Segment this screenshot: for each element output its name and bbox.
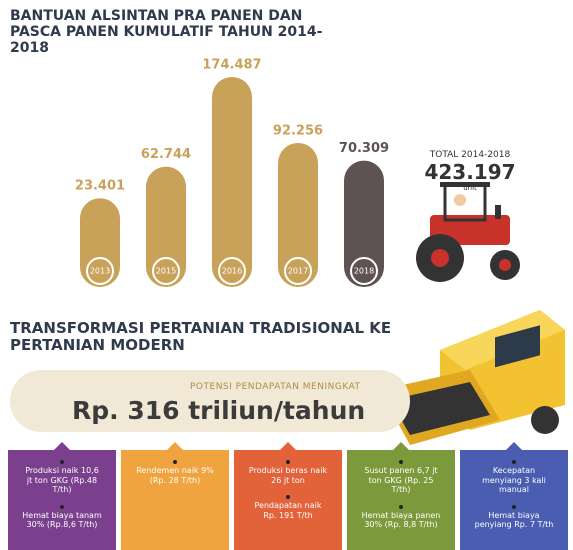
value-label: 23.401 [75,179,125,194]
total-label: TOTAL 2014-2018 [429,150,511,160]
bar [146,166,186,287]
bullet [512,504,516,509]
bullet [60,460,64,464]
benefit-box: Produksi beras naik 26 jt ton Pendapatan … [234,442,342,550]
benefit-text: Pendapatan naik Rp. 191 T/th [254,501,322,520]
income-banner: POTENSI PENDAPATAN MENINGKAT Rp. 316 tri… [10,370,410,432]
box-arrow [393,442,409,450]
benefit-text: Kecepatan menyiang 3 kali manual [482,466,546,495]
x-tick-label: 2018 [354,267,374,276]
bullet [399,460,403,464]
benefit-text: Hemat biaya penyiang Rp. 7 T/th [474,510,554,530]
bullet [286,460,290,464]
benefit-box: Rendemen naik 9% (Rp. 28 T/th) [121,442,229,550]
bar [278,142,318,287]
tractor-illustration [416,182,520,282]
banner-value: Rp. 316 triliun/tahun [72,396,366,425]
box-arrow [280,442,296,450]
value-label: 174.487 [202,58,261,73]
benefit-text: Produksi beras naik 26 jt ton [248,466,328,485]
benefit-text: Hemat biaya tanam 30% (Rp.8,6 T/th) [22,510,102,530]
x-tick-label: 2016 [222,267,242,276]
bullet [60,504,64,509]
year-badge [284,257,312,285]
value-label: 62.744 [141,147,191,162]
chart: 23.401 2013 62.744 2015 174.487 2016 92.256 201… [75,58,520,287]
box-arrow [167,442,183,450]
benefit-text: Hemat biaya panen 30% (Rp. 8,8 T/th) [361,510,441,530]
bullet [286,495,290,500]
year-badge [350,257,378,285]
x-tick-label: 2017 [288,267,308,276]
banner-label: POTENSI PENDAPATAN MENINGKAT [190,382,361,392]
benefit-box: Susut panen 6,7 jt ton GKG (Rp. 25 T/th)… [347,442,455,550]
x-tick-label: 2013 [90,267,110,276]
benefit-text: Susut panen 6,7 jt ton GKG (Rp. 25 T/th) [364,466,438,495]
value-label: 70.309 [339,141,389,156]
benefit-box: Produksi naik 10,6 jt ton GKG (Rp.48 T/t… [8,442,116,550]
section-title: TRANSFORMASI PERTANIAN TRADISIONAL KE PE… [10,319,392,355]
box-arrow [506,442,522,450]
bullet [399,504,403,509]
box-arrow [54,442,70,450]
chart-title: BANTUAN ALSINTAN PRA PANEN DAN PASCA PAN… [10,8,323,57]
total-unit: unit [463,184,477,192]
total-value: 423.197 [424,160,516,184]
benefit-box: Kecepatan menyiang 3 kali manual Hemat bi… [460,442,568,550]
value-label: 92.256 [273,123,323,138]
benefit-text: Produksi naik 10,6 jt ton GKG (Rp.48 T/t… [25,466,99,495]
year-badge [152,257,180,285]
bar [212,77,252,287]
benefit-text: Rendemen naik 9% (Rp. 28 T/th) [136,466,214,485]
bar [344,160,384,287]
x-tick-label: 2015 [156,267,176,276]
bullet [512,460,516,464]
year-badge [86,257,114,285]
bullet [173,460,177,464]
year-badge [218,257,246,285]
